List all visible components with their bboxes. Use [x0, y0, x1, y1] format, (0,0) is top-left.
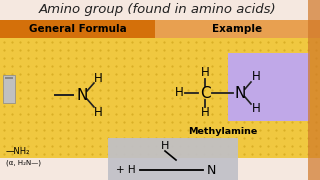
Text: + H: + H [116, 165, 136, 175]
Text: H: H [201, 107, 209, 120]
Bar [0, 0, 320, 20]
Text: N: N [76, 87, 88, 102]
Text: H: H [161, 141, 169, 151]
Text: N: N [206, 163, 216, 177]
Text: —NH₂: —NH₂ [6, 147, 30, 156]
Text: (α, H₂N—): (α, H₂N—) [6, 160, 41, 166]
Text: H: H [94, 71, 102, 84]
Text: C: C [200, 86, 210, 100]
Text: Example: Example [212, 24, 263, 34]
Text: Amino group (found in amino acids): Amino group (found in amino acids) [39, 3, 277, 17]
Bar [308, 0, 320, 180]
Bar [155, 20, 320, 38]
Bar [108, 138, 238, 180]
Text: Methylamine: Methylamine [188, 127, 258, 136]
Bar [0, 20, 155, 38]
Text: H: H [252, 102, 260, 116]
Bar [5, 77, 13, 79]
Bar [0, 38, 320, 158]
Text: H: H [201, 66, 209, 80]
Bar [228, 53, 310, 121]
Bar [3, 75, 15, 103]
Text: H: H [94, 105, 102, 118]
Text: N: N [234, 86, 246, 100]
Text: H: H [175, 87, 183, 100]
Text: General Formula: General Formula [28, 24, 126, 34]
Text: H: H [252, 71, 260, 84]
